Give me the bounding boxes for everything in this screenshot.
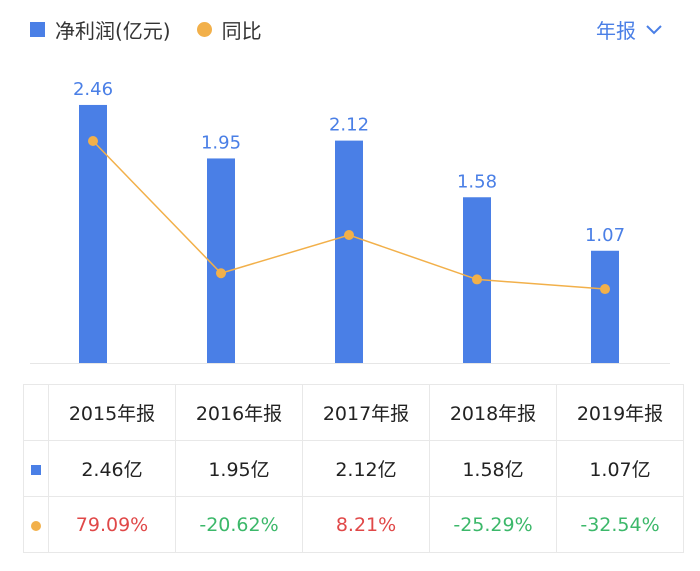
- header-cell: 2017年报: [302, 384, 430, 441]
- profit-cell: 2.46亿: [48, 440, 176, 497]
- table-row-yoy: 79.09% -20.62% 8.21% -25.29% -32.54%: [23, 496, 684, 553]
- yoy-cell: 8.21%: [302, 496, 430, 553]
- bar-data-label: 2.12: [329, 115, 369, 136]
- bar-data-label: 1.95: [201, 132, 241, 153]
- header-cell: 2018年报: [429, 384, 557, 441]
- bar-data-label: 2.46: [73, 79, 113, 100]
- legend-line-label: 同比: [221, 19, 262, 43]
- yoy-point: [344, 230, 354, 241]
- circle-icon: [196, 22, 212, 37]
- bar: [79, 104, 107, 364]
- yoy-point: [88, 136, 98, 147]
- profit-cell: 1.58亿: [429, 440, 557, 497]
- chart: 2.46 1.95 2.12 1.58 1.07: [30, 79, 670, 364]
- yoy-point: [216, 268, 226, 279]
- profit-cell: 1.95亿: [175, 440, 303, 497]
- bar-data-label: 1.58: [457, 171, 497, 192]
- bar: [335, 140, 363, 363]
- yoy-point: [472, 274, 482, 285]
- circle-icon: [31, 520, 41, 531]
- yoy-cell: -25.29%: [429, 496, 557, 553]
- data-table: 2015年报 2016年报 2017年报 2018年报 2019年报 2.46亿…: [23, 384, 684, 553]
- period-label: 年报: [596, 19, 636, 43]
- yoy-cell: -32.54%: [556, 496, 684, 553]
- yoy-point: [600, 284, 610, 295]
- square-icon: [31, 464, 41, 475]
- square-icon: [30, 22, 45, 37]
- profit-cell: 1.07亿: [556, 440, 684, 497]
- header-cell: 2016年报: [175, 384, 303, 441]
- yoy-cell: -20.62%: [175, 496, 303, 553]
- table-row-profit: 2.46亿 1.95亿 2.12亿 1.58亿 1.07亿: [23, 440, 684, 497]
- bar: [591, 250, 619, 363]
- chevron-down-icon: [646, 24, 662, 34]
- bar: [207, 158, 235, 363]
- header-cell: 2015年报: [48, 384, 176, 441]
- period-selector[interactable]: 年报: [596, 15, 662, 44]
- header-cell: 2019年报: [556, 384, 684, 441]
- table-header-row: 2015年报 2016年报 2017年报 2018年报 2019年报: [23, 384, 684, 441]
- yoy-cell: 79.09%: [48, 496, 176, 553]
- legend: 净利润(亿元) 同比: [30, 15, 262, 44]
- profit-cell: 2.12亿: [302, 440, 430, 497]
- legend-bar-label: 净利润(亿元): [55, 19, 171, 43]
- bar-data-label: 1.07: [585, 225, 625, 246]
